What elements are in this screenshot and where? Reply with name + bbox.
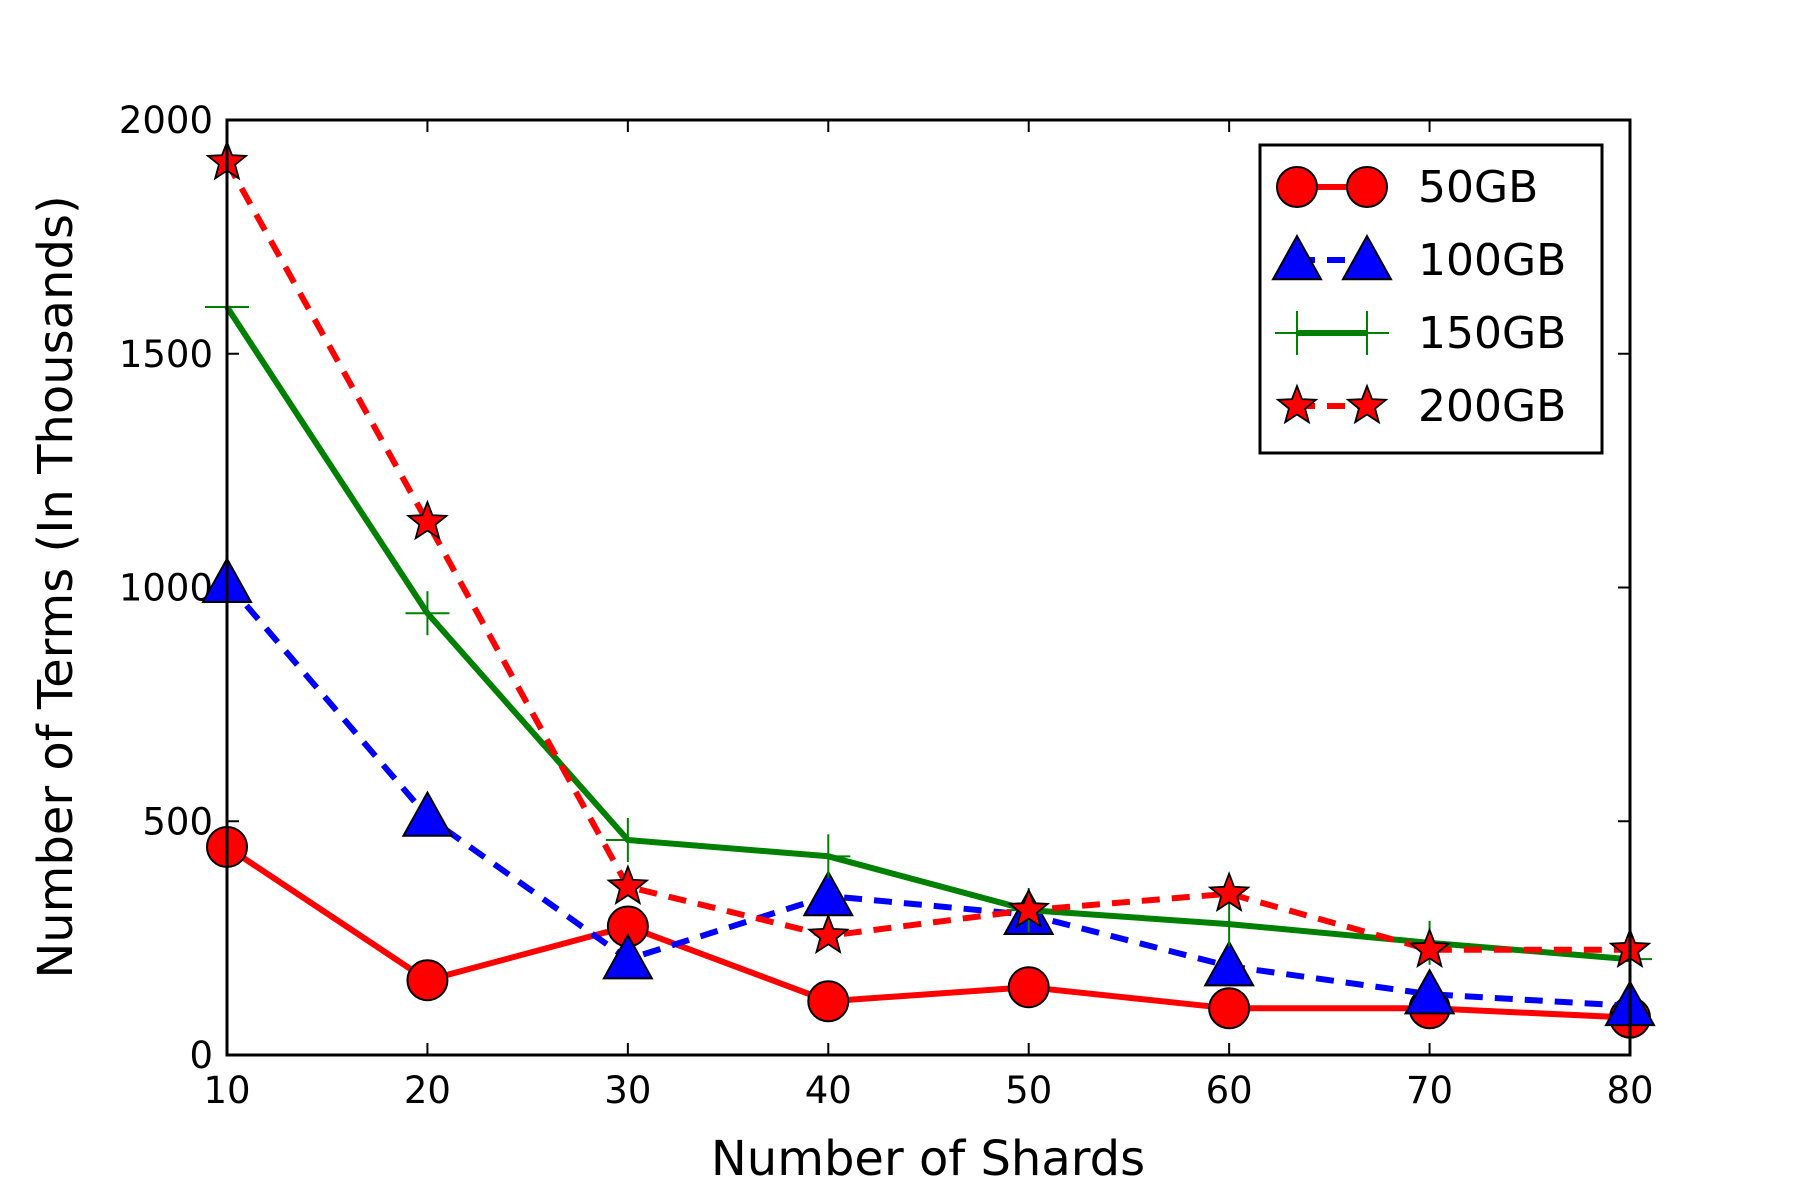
legend-marker [1346,166,1388,208]
series-line [225,844,1631,1021]
legend-box [1258,143,1604,455]
data-point [1208,987,1251,1030]
x-tick-labels: 10 20 30 40 50 60 70 80 [203,1069,1653,1112]
legend-marker [1276,166,1318,208]
legend: 50GB 100GB 150GB 200GB [1258,143,1604,455]
legend-label: 100GB [1418,235,1566,286]
legend-marker [1271,233,1323,281]
x-tick-label: 60 [1206,1069,1253,1112]
data-point [406,959,449,1002]
series-line [224,305,1631,963]
legend-marker [1341,233,1393,281]
series-line [224,160,1630,953]
x-tick-label: 10 [203,1069,250,1112]
legend-entry: 200GB [1275,381,1566,432]
legend-entry: 50GB [1276,162,1538,213]
y-axis-label: Number of Terms (In Thousands) [28,195,84,978]
data-point [807,980,850,1023]
legend-marker [1275,311,1319,355]
data-point [1007,887,1051,929]
y-tick-label: 0 [189,1034,213,1077]
legend-marker [1345,311,1389,355]
legend-label: 200GB [1418,381,1566,432]
plot-frame [225,118,1632,1057]
data-point [602,933,654,980]
y-tick-label: 2000 [119,99,213,142]
data-point [401,790,454,837]
x-tick-label: 70 [1406,1069,1453,1112]
data-point [605,817,650,862]
x-tick-label: 40 [805,1069,852,1112]
x-tick-label: 80 [1606,1069,1653,1112]
x-tick-label: 50 [1005,1069,1052,1112]
legend-entry: 150GB [1275,308,1566,359]
data-point [1203,940,1255,987]
legend-label: 50GB [1418,162,1538,213]
y-tick-labels: 0 500 1000 1500 2000 [119,99,213,1077]
data-point [405,499,449,541]
legend-label: 150GB [1418,308,1566,359]
data-point [806,834,851,879]
x-tick-label: 20 [404,1069,451,1112]
legend-marker [1345,383,1389,425]
data-point [1408,927,1452,969]
data-point [1207,902,1252,947]
data-point [606,864,650,905]
y-tick-label: 1000 [119,567,213,610]
x-tick-label: 30 [604,1069,651,1112]
legend-marker [1275,383,1319,425]
data-point [1007,966,1050,1009]
data-point [1207,871,1251,912]
legend-entry: 100GB [1271,233,1566,286]
y-tick-label: 1500 [119,333,213,376]
data-point [802,869,854,917]
data-point [806,913,850,955]
data-point [1403,968,1456,1015]
data-point [405,591,450,636]
x-axis-label: Number of Shards [711,1131,1145,1187]
y-tick-label: 500 [142,800,213,843]
